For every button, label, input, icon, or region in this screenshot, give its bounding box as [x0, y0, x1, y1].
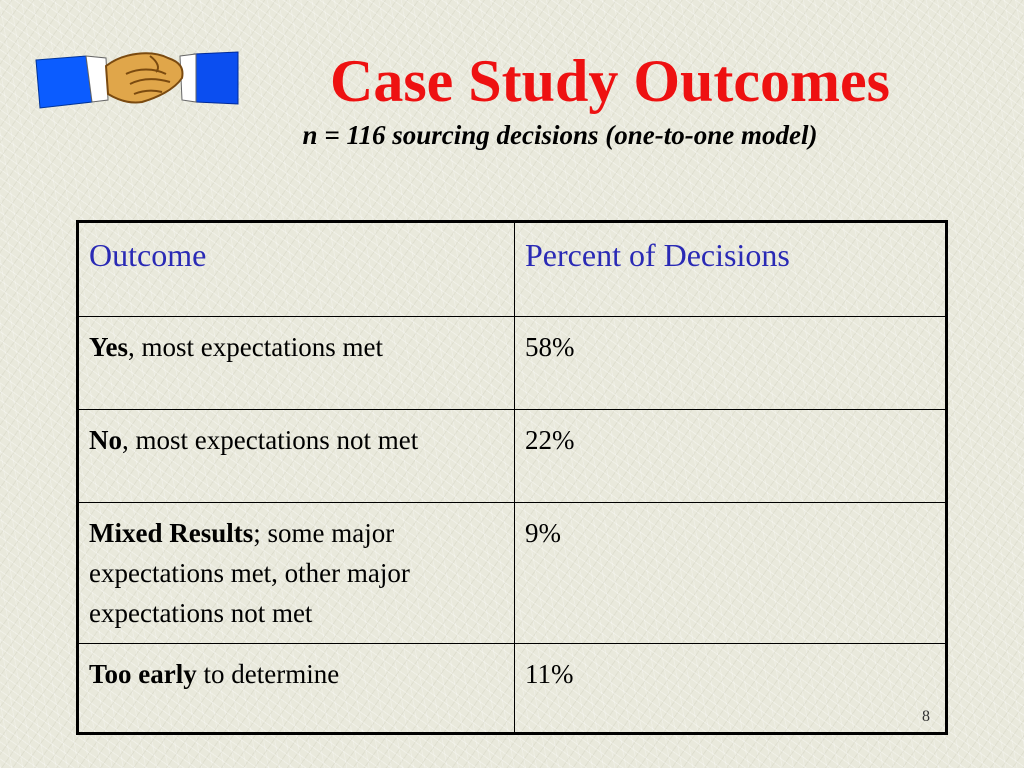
outcome-label: Yes	[89, 332, 128, 362]
page-number: 8	[922, 708, 930, 725]
outcome-description: , most expectations met	[128, 332, 383, 362]
handshake-icon	[35, 51, 239, 109]
table-row: Yes, most expectations met 58%	[77, 316, 947, 410]
outcome-label: Too early	[89, 659, 197, 689]
outcome-cell: No, most expectations not met	[77, 409, 515, 503]
column-header-outcome: Outcome	[77, 221, 515, 317]
outcome-cell: Yes, most expectations met	[77, 316, 515, 410]
table-row: Mixed Results; some major expectations m…	[77, 502, 947, 644]
outcome-label: No	[89, 425, 122, 455]
percent-cell: 9%	[514, 502, 947, 644]
table-row: Too early to determine 11%	[77, 643, 947, 734]
column-header-percent: Percent of Decisions	[514, 221, 947, 317]
outcomes-table: Outcome Percent of Decisions Yes, most e…	[76, 220, 948, 735]
slide-subtitle: n = 116 sourcing decisions (one-to-one m…	[302, 120, 818, 150]
table-header-row: Outcome Percent of Decisions	[77, 221, 947, 317]
percent-cell: 58%	[514, 316, 947, 410]
outcome-description: to determine	[196, 659, 340, 689]
outcome-description: , most expectations not met	[122, 425, 419, 455]
percent-cell: 11%	[514, 643, 947, 734]
outcome-description: ; some major expectations met, other maj…	[89, 518, 410, 628]
outcome-cell: Mixed Results; some major expectations m…	[77, 502, 515, 644]
table-row: No, most expectations not met 22%	[77, 409, 947, 503]
outcome-label: Mixed Results	[89, 518, 254, 548]
percent-cell: 22%	[514, 409, 947, 503]
outcome-cell: Too early to determine	[77, 643, 515, 734]
slide-title: Case Study Outcomes	[329, 48, 890, 114]
